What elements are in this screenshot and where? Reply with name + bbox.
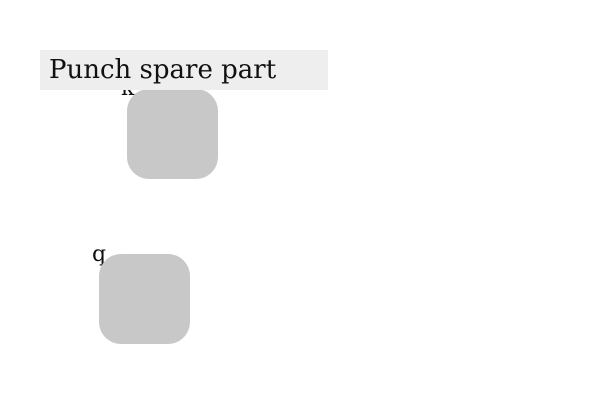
title-bar: Punch spare part xyxy=(40,50,328,90)
tile-label: q xyxy=(92,242,107,267)
part-tile[interactable] xyxy=(99,254,190,344)
page-title: Punch spare part xyxy=(49,55,277,85)
part-tile[interactable] xyxy=(127,89,218,179)
